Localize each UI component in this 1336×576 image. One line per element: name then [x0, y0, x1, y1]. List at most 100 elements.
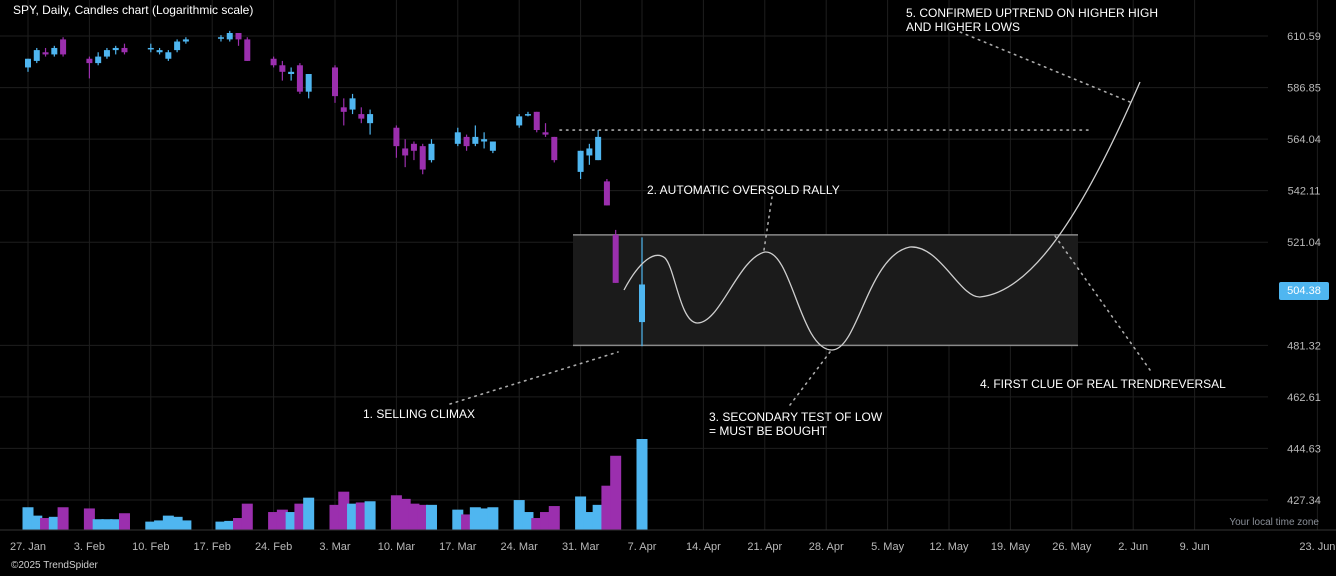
volume-bar	[610, 455, 622, 530]
price-tick-label: 586.85	[1287, 83, 1321, 95]
date-tick-label: 10. Mar	[378, 541, 416, 553]
volume-bar	[425, 504, 437, 530]
volume-bar	[57, 507, 69, 530]
candle-body	[51, 47, 58, 55]
date-tick-label: 21. Apr	[747, 541, 782, 553]
volume-bar	[592, 504, 604, 530]
volume-bar	[469, 507, 481, 530]
date-tick-label: 24. Mar	[501, 541, 539, 553]
candle-body	[419, 146, 426, 170]
candle-body	[33, 50, 40, 61]
volume-bar	[575, 496, 587, 530]
candle-body	[156, 50, 163, 53]
volume-bar	[548, 506, 560, 530]
candle-body	[524, 114, 531, 116]
copyright-text: ©2025 TrendSpider	[11, 560, 98, 571]
date-tick-label: 19. May	[991, 541, 1031, 553]
volume-bar	[487, 507, 499, 530]
price-tick-label: 444.63	[1287, 443, 1321, 455]
candle-body	[586, 148, 593, 156]
date-tick-label: 2. Jun	[1118, 541, 1148, 553]
volume-bar	[522, 512, 534, 530]
candle-body	[95, 56, 102, 64]
candle-body	[235, 33, 242, 40]
candle-body	[551, 136, 558, 161]
annotation-leader-lines	[449, 31, 1151, 406]
volume-bar	[452, 509, 464, 530]
price-candles	[25, 30, 645, 347]
candle-body	[577, 150, 584, 172]
date-tick-label: 31. Mar	[562, 541, 600, 553]
price-tick-label: 462.61	[1287, 392, 1321, 404]
annotation-selling-climax: 1. SELLING CLIMAX	[363, 407, 476, 421]
price-tick-label: 542.11	[1288, 186, 1321, 198]
candle-body	[182, 39, 189, 42]
candle-body	[305, 74, 312, 92]
price-tick-label: 610.59	[1287, 31, 1321, 43]
candle-body	[612, 234, 619, 283]
date-tick-label: 27. Jan	[10, 541, 46, 553]
volume-bars	[22, 439, 648, 530]
trading-range-zone	[573, 234, 1078, 347]
candle-body	[454, 132, 461, 144]
volume-bar	[294, 503, 306, 530]
volume-bar	[241, 503, 253, 530]
date-tick-label: 3. Feb	[74, 541, 105, 553]
candle-body	[60, 39, 67, 55]
volume-bar	[268, 512, 280, 530]
candle-body	[332, 67, 338, 97]
volume-bar	[355, 502, 367, 530]
candle-body	[402, 148, 409, 156]
annotation-first-clue: 4. FIRST CLUE OF REAL TRENDREVERSAL	[980, 377, 1226, 391]
volume-bar	[154, 520, 166, 530]
timezone-label[interactable]: Your local time zone	[1229, 517, 1319, 528]
volume-bar	[276, 509, 288, 530]
price-tick-label: 481.32	[1287, 340, 1321, 352]
candle-body	[174, 41, 181, 51]
volume-bar	[540, 512, 552, 530]
date-tick-label: 14. Apr	[686, 541, 721, 553]
volume-bar	[583, 512, 595, 530]
date-tick-label: 12. May	[929, 541, 969, 553]
candle-body	[367, 114, 374, 124]
volume-bar	[101, 519, 113, 530]
candle-body	[463, 136, 470, 147]
volume-bar	[347, 503, 359, 530]
volume-bar	[399, 498, 411, 530]
current-price-badge: 504.38	[1279, 282, 1329, 300]
date-tick-label: 26. May	[1052, 541, 1092, 553]
candle-body	[226, 33, 233, 40]
annotation-confirmed-uptrend: 5. CONFIRMED UPTREND ON HIGHER HIGH AND …	[906, 6, 1159, 34]
candle-body	[25, 58, 31, 68]
candle-body	[112, 47, 119, 51]
volume-bar	[224, 520, 236, 530]
projection-path	[623, 81, 1141, 351]
date-axis: 27. Jan 3. Feb 10. Feb 17. Feb 24. Feb 3. Mar…	[0, 529, 1336, 553]
candle-body	[358, 114, 365, 119]
date-tick-label: 9. Jun	[1180, 541, 1210, 553]
candle-body	[217, 37, 224, 39]
candle-body	[542, 132, 549, 135]
price-tick-label: 564.04	[1287, 134, 1321, 146]
volume-bar	[408, 503, 420, 530]
candle-body	[86, 58, 93, 64]
candle-body	[481, 139, 488, 142]
candle-body	[270, 58, 277, 66]
volume-bar	[40, 518, 52, 530]
range-zone-fill	[573, 234, 1078, 346]
volume-bar	[601, 485, 613, 530]
date-tick-label: 17. Mar	[439, 541, 477, 553]
candle-body	[428, 143, 435, 161]
leader-selling-climax	[449, 351, 619, 405]
candle-body	[296, 65, 303, 92]
price-tick-label: 427.34	[1287, 495, 1321, 507]
date-tick-label: 28. Apr	[809, 541, 844, 553]
volume-bar	[338, 491, 350, 530]
volume-bar	[162, 515, 174, 530]
volume-bar	[110, 519, 122, 530]
volume-bar	[83, 508, 95, 530]
volume-bar	[215, 521, 227, 530]
volume-bar	[636, 439, 648, 530]
volume-bar	[233, 518, 245, 530]
